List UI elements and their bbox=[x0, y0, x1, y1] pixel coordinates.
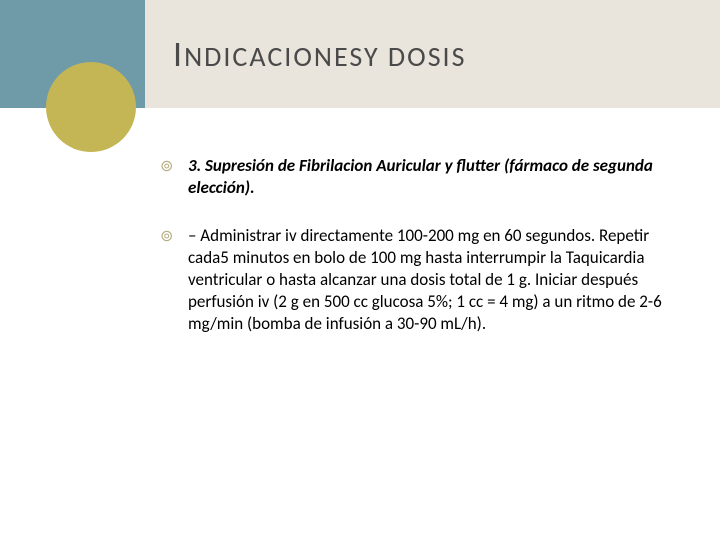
decorative-circle bbox=[46, 62, 136, 152]
page-title: INDICACIONESY DOSIS bbox=[173, 32, 466, 76]
list-item: ⊚ – Administrar iv directamente 100-200 … bbox=[160, 225, 680, 335]
header-right-block: INDICACIONESY DOSIS bbox=[145, 0, 720, 108]
bullet-text: 3. Supresión de Fibrilacion Auricular y … bbox=[188, 155, 680, 199]
bullet-icon: ⊚ bbox=[160, 155, 188, 199]
title-first-letter: I bbox=[173, 32, 184, 76]
bullet-text: – Administrar iv directamente 100-200 mg… bbox=[188, 225, 680, 335]
list-item: ⊚ 3. Supresión de Fibrilacion Auricular … bbox=[160, 155, 680, 199]
bullet-icon: ⊚ bbox=[160, 225, 188, 335]
content-area: ⊚ 3. Supresión de Fibrilacion Auricular … bbox=[160, 155, 680, 361]
title-rest: NDICACIONESY DOSIS bbox=[184, 39, 466, 74]
